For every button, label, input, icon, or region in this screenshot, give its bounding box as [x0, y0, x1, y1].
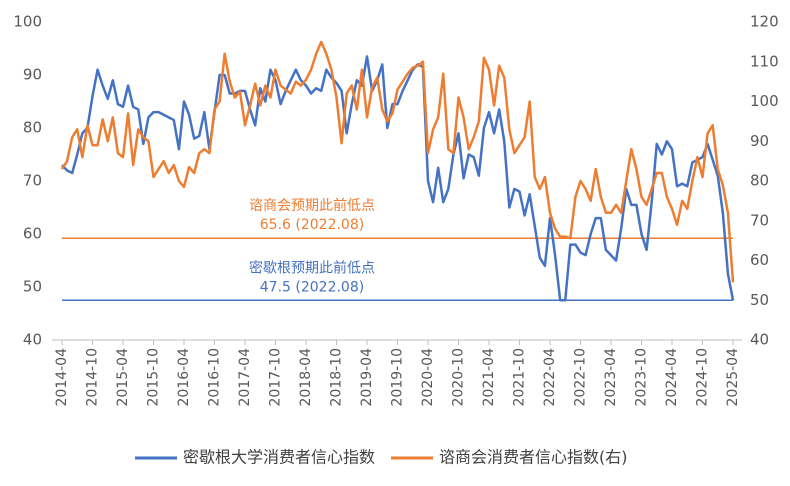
- y-tick-label: 70: [23, 172, 42, 190]
- x-tick-label: 2016-10: [207, 348, 223, 407]
- x-tick-label: 2021-10: [512, 348, 528, 407]
- y2-tick-label: 110: [750, 52, 779, 70]
- x-tick-label: 2021-04: [481, 348, 497, 407]
- x-tick-label: 2024-04: [664, 348, 680, 407]
- x-tick-label: 2014-04: [54, 348, 70, 407]
- x-tick-label: 2023-10: [634, 348, 650, 407]
- x-tick-label: 2016-04: [176, 348, 192, 407]
- x-tick-label: 2015-10: [146, 348, 162, 407]
- y2-tick-label: 50: [750, 291, 769, 309]
- x-tick-label: 2018-04: [298, 348, 314, 407]
- y-tick-label: 50: [23, 278, 42, 296]
- x-tick-label: 2024-10: [695, 348, 711, 407]
- x-tick-label: 2015-04: [115, 348, 131, 407]
- legend-label: 谘商会消费者信心指数(右): [439, 448, 628, 467]
- y-tick-label: 60: [23, 225, 42, 243]
- x-tick-label: 2019-10: [390, 348, 406, 407]
- y-tick-label: 80: [23, 119, 42, 137]
- legend-label: 密歇根大学消费者信心指数: [183, 448, 375, 467]
- x-tick-label: 2022-10: [573, 348, 589, 407]
- x-tick-label: 2020-10: [451, 348, 467, 407]
- y2-tick-label: 70: [750, 211, 769, 229]
- y-tick-label: 90: [23, 66, 42, 84]
- x-tick-label: 2019-04: [359, 348, 375, 407]
- x-tick-label: 2017-04: [237, 348, 253, 407]
- x-tick-label: 2018-10: [329, 348, 345, 407]
- x-tick-label: 2025-04: [725, 348, 741, 407]
- x-tick-label: 2017-10: [268, 348, 284, 407]
- x-tick-label: 2023-04: [603, 348, 619, 407]
- y-tick-label: 40: [23, 331, 42, 349]
- reference-label: 谘商会预期此前低点: [249, 197, 375, 214]
- series-line: [61, 55, 735, 302]
- y2-tick-label: 90: [750, 132, 769, 150]
- y2-tick-label: 80: [750, 172, 769, 190]
- x-tick-label: 2022-04: [542, 348, 558, 407]
- series-line: [60, 40, 735, 283]
- x-tick-label: 2020-04: [420, 348, 436, 407]
- reference-note: 47.5 (2022.08): [260, 279, 364, 295]
- y-tick-label: 100: [13, 13, 42, 31]
- y2-tick-label: 40: [750, 331, 769, 349]
- reference-note: 65.6 (2022.08): [260, 217, 364, 233]
- x-tick-label: 2014-10: [85, 348, 101, 407]
- y2-tick-label: 100: [750, 92, 779, 110]
- reference-label: 密歇根预期此前低点: [249, 259, 375, 276]
- y2-tick-label: 60: [750, 251, 769, 269]
- y2-tick-label: 120: [750, 13, 779, 31]
